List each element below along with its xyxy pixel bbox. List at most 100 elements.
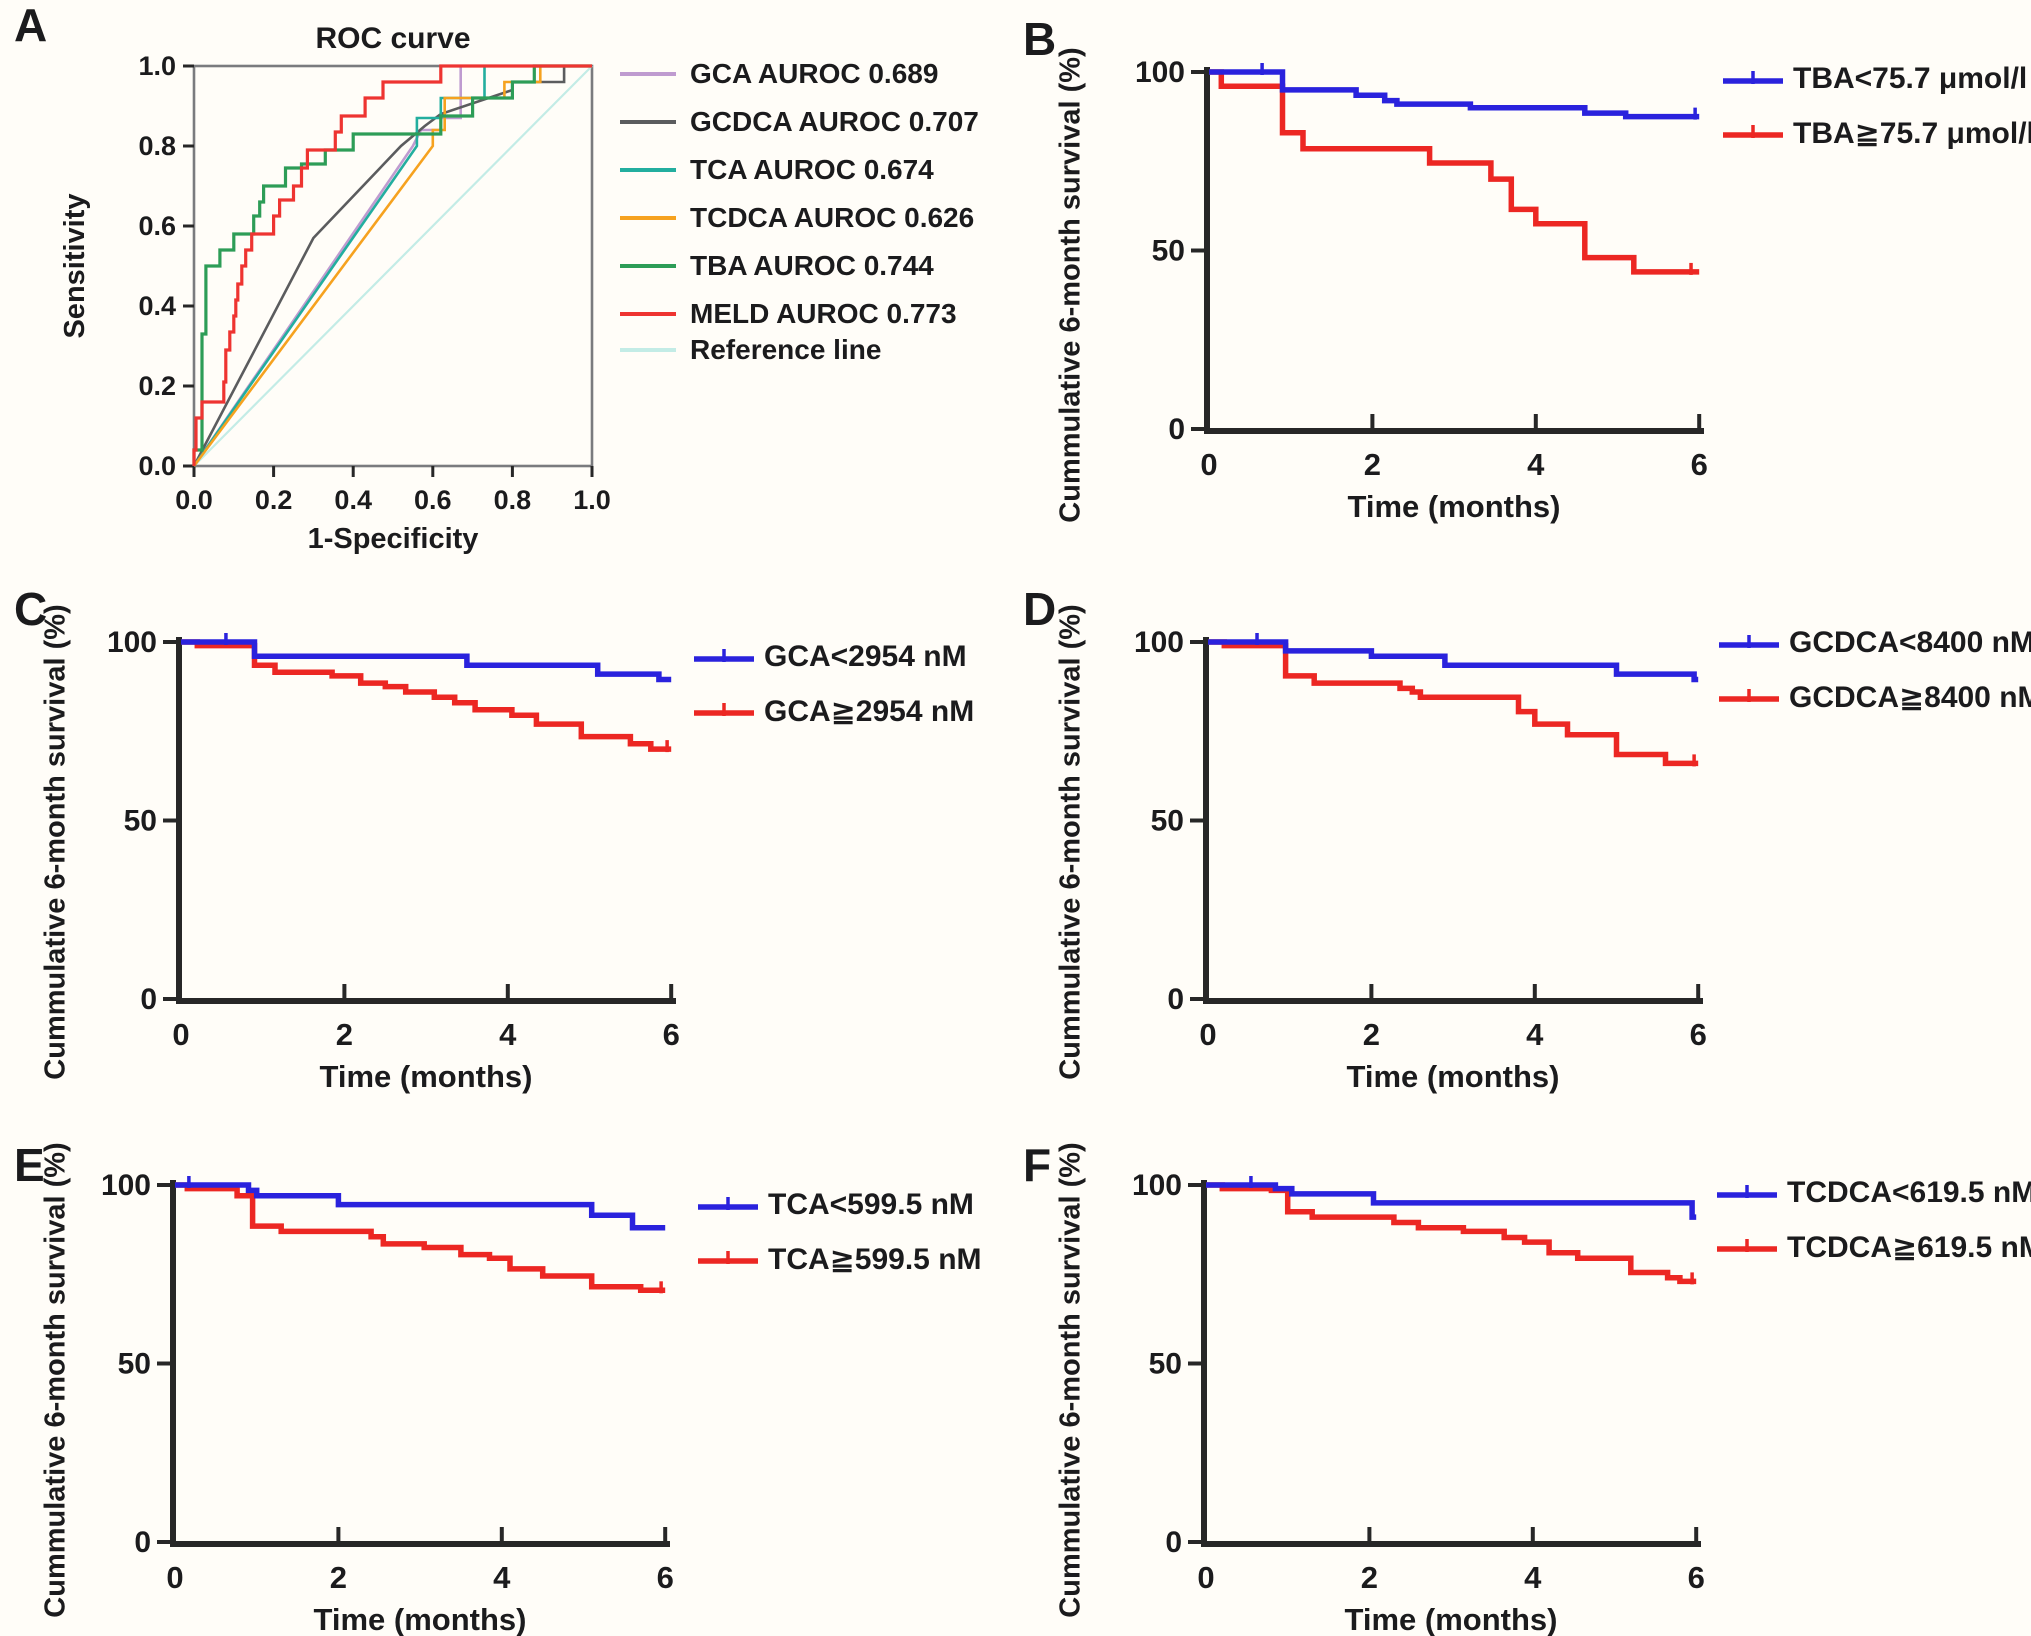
x-axis-label: Time (months)	[1348, 489, 1561, 524]
x-tick-label: 6	[1690, 1017, 1707, 1052]
panel-letter: F	[1023, 1139, 1052, 1191]
y-tick-label: 0	[1168, 413, 1185, 446]
x-tick-label: 6	[1688, 1560, 1705, 1595]
km-legend: GCA<2954 nM GCA≧2954 nM	[692, 640, 974, 748]
legend-item: TCDCA AUROC 0.626	[618, 202, 979, 234]
legend-item: TBA AUROC 0.744	[618, 250, 979, 282]
x-tick-label: 0	[1197, 1560, 1214, 1595]
panel-f-km-tcdca: F Cummulative 6-month survival (%) 0 50 10…	[1015, 1130, 2031, 1636]
x-tick-label: 4	[499, 1017, 517, 1052]
y-tick-label: 0	[140, 983, 157, 1016]
legend-line-swatch	[694, 649, 754, 662]
legend-item: MELD AUROC 0.773	[618, 298, 979, 330]
panel-d-km-gcdca: D Cummulative 6-month survival (%) 0 50 10…	[1015, 570, 2031, 1130]
y-tick-label: 50	[124, 805, 157, 838]
legend-item: TCDCA<619.5 nM	[1715, 1176, 2031, 1210]
km-plot: 0 50 100 0 2 4 6 Time (months)	[87, 587, 787, 1117]
km-legend: TCDCA<619.5 nM TCDCA≧619.5 nM	[1715, 1176, 2031, 1284]
x-tick-label: 6	[663, 1017, 680, 1052]
x-axis-label: 1-Specificity	[308, 523, 479, 555]
legend-label: TCA≧599.5 nM	[768, 1242, 982, 1276]
panel-c-km-gca: C Cummulative 6-month survival (%) 0 50 10…	[0, 570, 1015, 1130]
y-tick-label: 50	[1152, 235, 1185, 268]
x-tick-label: 6	[657, 1560, 674, 1595]
y-tick-label: 0.4	[138, 291, 176, 321]
x-tick-label: 0	[1199, 1017, 1216, 1052]
x-tick-label: 0.0	[175, 485, 213, 515]
x-tick-label: 2	[330, 1560, 347, 1595]
legend-line-swatch	[620, 216, 676, 220]
km-curve-low-group	[175, 1182, 666, 1231]
y-tick-label: 0	[134, 1526, 151, 1559]
legend-line-swatch	[1723, 71, 1783, 84]
x-tick-label: 2	[1364, 447, 1381, 482]
km-plot: 0 50 100 0 2 4 6 Time (months)	[1114, 587, 1814, 1117]
y-tick-label: 100	[101, 1169, 151, 1202]
legend-label: GCDCA<8400 nM	[1789, 626, 2031, 659]
km-curve-low-group	[1209, 69, 1700, 120]
panel-letter: C	[14, 583, 48, 635]
km-curve-high-group	[1209, 69, 1700, 275]
x-tick-label: 2	[1363, 1017, 1380, 1052]
y-axis-label: Sensitivity	[60, 193, 91, 338]
legend-item: GCA AUROC 0.689	[618, 58, 979, 90]
y-tick-label: 50	[118, 1348, 151, 1381]
panel-letter: A	[14, 0, 48, 51]
legend-line-swatch	[694, 703, 754, 716]
x-tick-label: 4	[1524, 1560, 1542, 1595]
legend-line-swatch	[1719, 689, 1779, 702]
legend-line-swatch	[620, 120, 676, 124]
km-plot: 0 50 100 0 2 4 6 Time (months)	[81, 1130, 781, 1636]
legend-item: GCA<2954 nM	[692, 640, 974, 674]
panel-e-km-tca: E Cummulative 6-month survival (%) 0 50 10…	[0, 1130, 1015, 1636]
km-svg: 0 50 100 0 2 4 6 Time (months)	[101, 1169, 674, 1636]
km-curve-low-group	[181, 639, 672, 683]
legend-label: GCDCA≧8400 nM	[1789, 680, 2031, 714]
chart-title: ROC curve	[315, 22, 470, 55]
km-svg: 0 50 100 0 2 4 6 Time (months)	[1132, 1169, 1705, 1636]
legend-label: MELD AUROC 0.773	[690, 298, 957, 329]
legend-label: GCA AUROC 0.689	[690, 58, 939, 89]
roc-series-reference	[193, 65, 593, 467]
x-tick-label: 6	[1691, 447, 1708, 482]
roc-series-meld	[192, 64, 592, 466]
roc-series-tca	[192, 64, 592, 467]
km-plot: 0 50 100 0 2 4 6 Time (months)	[1112, 1130, 1812, 1636]
panel-a-roc: A ROC curve 0.0 0.2 0.4 0.6 0.8 1.0 0.0 0.2 0.4 0.…	[0, 0, 1015, 570]
panel-letter: D	[1023, 583, 1057, 635]
km-legend: TBA<75.7 μmol/l TBA≧75.7 μmol/l	[1721, 62, 2031, 170]
y-tick-label: 0.0	[138, 451, 176, 481]
y-tick-label: 0.6	[138, 211, 176, 241]
x-axis-label: Time (months)	[314, 1602, 527, 1636]
legend-item: TBA<75.7 μmol/l	[1721, 62, 2031, 96]
y-tick-label: 0	[1167, 983, 1184, 1016]
legend-item: TCA≧599.5 nM	[696, 1242, 982, 1276]
legend-item: TCDCA≧619.5 nM	[1715, 1230, 2031, 1264]
x-axis-label: Time (months)	[320, 1059, 533, 1094]
legend-item: GCDCA AUROC 0.707	[618, 106, 979, 138]
y-axis-label: Cummulative 6-month survival (%)	[39, 604, 72, 1080]
legend-line-swatch	[620, 168, 676, 172]
km-legend: TCA<599.5 nM TCA≧599.5 nM	[696, 1188, 982, 1296]
legend-label: TCA AUROC 0.674	[690, 154, 934, 185]
y-tick-label: 50	[1149, 1348, 1182, 1381]
x-tick-label: 2	[1361, 1560, 1378, 1595]
legend-label: TBA AUROC 0.744	[690, 250, 934, 281]
legend-item: TBA≧75.7 μmol/l	[1721, 116, 2031, 150]
legend-line-swatch	[620, 72, 676, 76]
x-axis-label: Time (months)	[1345, 1602, 1558, 1636]
km-plot: 0 50 100 0 2 4 6 Time (months)	[1115, 17, 1815, 547]
km-curve-high-group	[181, 639, 672, 752]
roc-plot: ROC curve 0.0 0.2 0.4 0.6 0.8 1.0 0.0 0.2 0.4 0.6 0…	[59, 10, 640, 560]
legend-line-swatch	[1717, 1185, 1777, 1198]
roc-series-gcdca	[192, 64, 592, 467]
y-tick-label: 100	[1132, 1169, 1182, 1202]
y-tick-label: 1.0	[138, 51, 176, 81]
y-tick-label: 0	[1165, 1526, 1182, 1559]
legend-label: Reference line	[690, 334, 882, 365]
panel-b-km-tba: B Cummulative 6-month survival (%) 0 50 10…	[1015, 0, 2031, 570]
x-tick-label: 1.0	[573, 485, 611, 515]
legend-line-swatch	[698, 1197, 758, 1210]
km-svg: 0 50 100 0 2 4 6 Time (months)	[107, 626, 680, 1094]
